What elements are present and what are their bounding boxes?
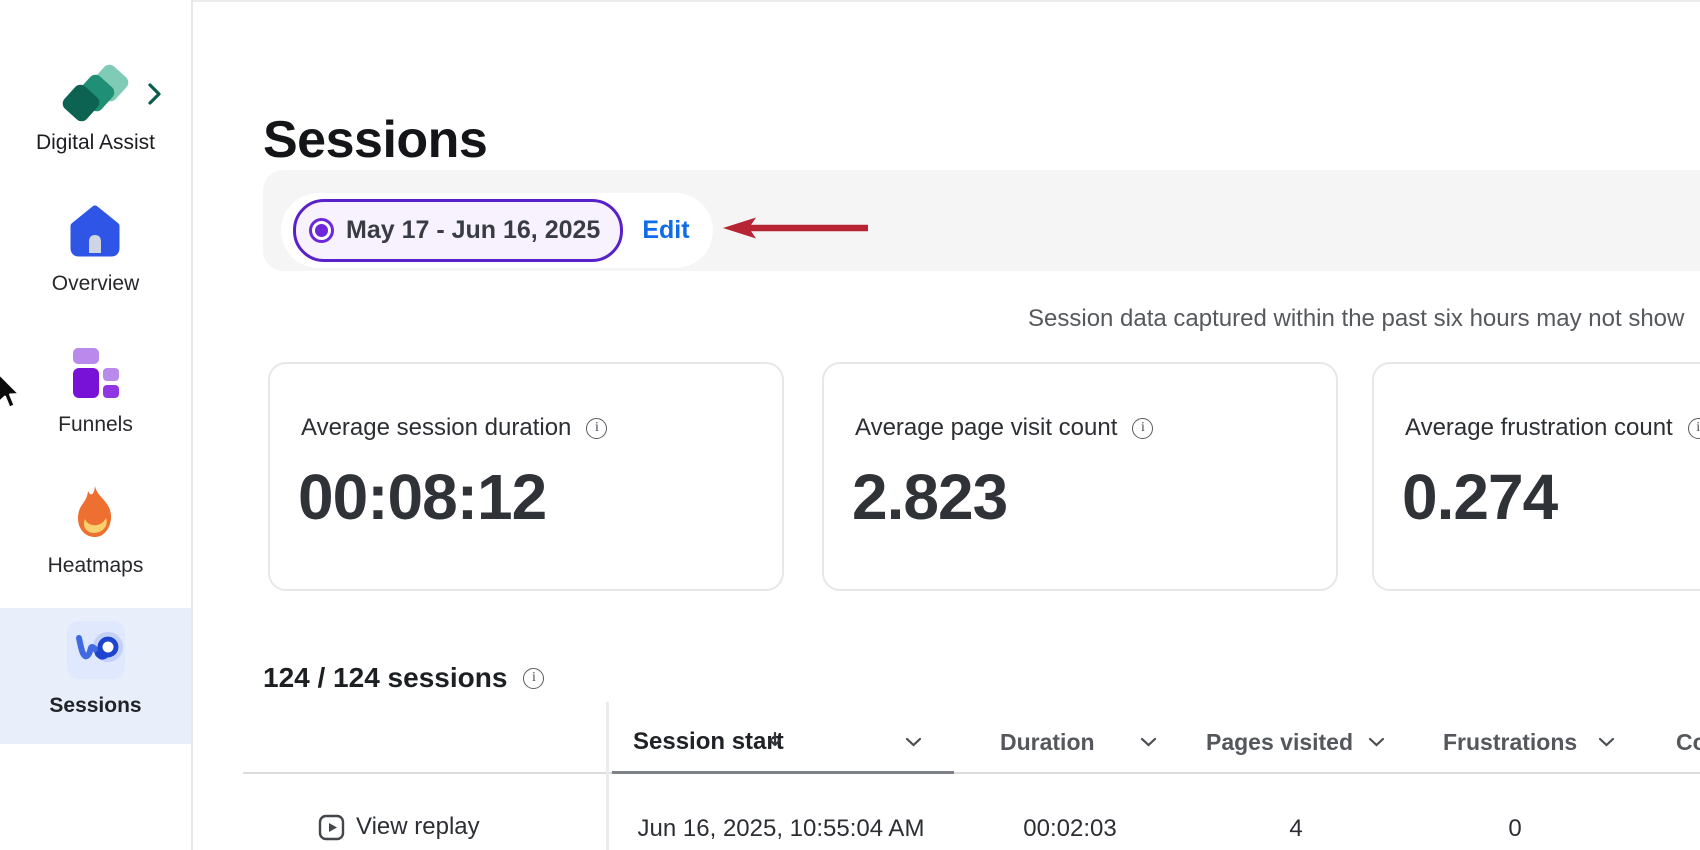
metric-card-avg-page-visit-count: Average page visit count 2.823 <box>822 362 1338 591</box>
metric-card-avg-session-duration: Average session duration 00:08:12 <box>268 362 784 591</box>
digital-assist-logo <box>62 64 129 122</box>
chevron-down-icon[interactable] <box>1368 737 1385 748</box>
sidebar-logo-label: Digital Assist <box>35 131 156 154</box>
metric-card-avg-frustration-count: Average frustration count 0.274 <box>1372 362 1700 591</box>
date-filter-pill: May 17 - Jun 16, 2025 Edit <box>281 193 713 268</box>
metric-label: Average frustration count <box>1405 414 1673 441</box>
data-delay-notice: Session data captured within the past si… <box>1028 305 1685 332</box>
info-icon[interactable] <box>1687 417 1700 439</box>
cell-duration: 00:02:03 <box>1023 815 1117 842</box>
metric-value: 2.823 <box>852 461 1008 533</box>
sorted-column-indicator <box>612 771 954 774</box>
column-header-session-start[interactable]: Session start <box>633 728 784 755</box>
arrow-down-icon[interactable] <box>767 731 783 749</box>
red-arrow-annotation <box>723 217 868 239</box>
column-header-clipped[interactable]: Co <box>1676 729 1700 755</box>
info-icon[interactable] <box>523 667 545 689</box>
column-header-pages-visited[interactable]: Pages visited <box>1206 729 1354 755</box>
flame-icon <box>77 486 112 537</box>
sidebar-item-label: Heatmaps <box>47 554 144 577</box>
table-column-divider <box>606 702 609 850</box>
sidebar-item-label: Overview <box>51 272 140 295</box>
metric-value: 0.274 <box>1402 461 1558 533</box>
sidebar: Digital Assist Overview Funnels <box>0 0 193 850</box>
home-icon <box>70 205 120 257</box>
date-range-chip[interactable]: May 17 - Jun 16, 2025 <box>293 199 624 262</box>
cell-frustrations: 0 <box>1508 815 1522 842</box>
sidebar-item-label: Sessions <box>49 694 142 717</box>
sidebar-item-label: Funnels <box>58 413 133 436</box>
cell-session-start: Jun 16, 2025, 10:55:04 AM <box>637 815 925 842</box>
chevron-down-icon[interactable] <box>1598 737 1615 748</box>
table-header-border <box>243 772 1700 774</box>
view-replay-label: View replay <box>356 813 480 840</box>
top-border <box>0 0 1700 2</box>
radio-dot <box>315 224 328 237</box>
cell-pages-visited: 4 <box>1289 815 1303 842</box>
info-icon[interactable] <box>1132 417 1154 439</box>
metric-label: Average session duration <box>301 414 572 441</box>
metric-label: Average page visit count <box>855 414 1118 441</box>
chevron-right-icon[interactable] <box>147 82 163 106</box>
session-path-icon <box>67 621 125 679</box>
column-header-duration[interactable]: Duration <box>1000 729 1095 755</box>
radio-selected-icon[interactable] <box>309 218 334 243</box>
chevron-down-icon[interactable] <box>1140 737 1157 748</box>
edit-date-range-link[interactable]: Edit <box>642 216 690 244</box>
mouse-cursor <box>0 373 20 409</box>
funnel-blocks-icon <box>73 348 119 398</box>
sessions-count-row: 124 / 124 sessions <box>263 662 545 694</box>
play-icon <box>318 814 345 840</box>
sessions-count-label: 124 / 124 sessions <box>263 662 508 693</box>
metric-value: 00:08:12 <box>298 461 547 533</box>
page-title: Sessions <box>263 110 488 169</box>
view-replay-button[interactable]: View replay <box>318 813 480 841</box>
chevron-down-icon[interactable] <box>905 737 922 748</box>
info-icon[interactable] <box>586 417 608 439</box>
date-range-label: May 17 - Jun 16, 2025 <box>346 216 601 244</box>
column-header-frustrations[interactable]: Frustrations <box>1443 729 1578 755</box>
